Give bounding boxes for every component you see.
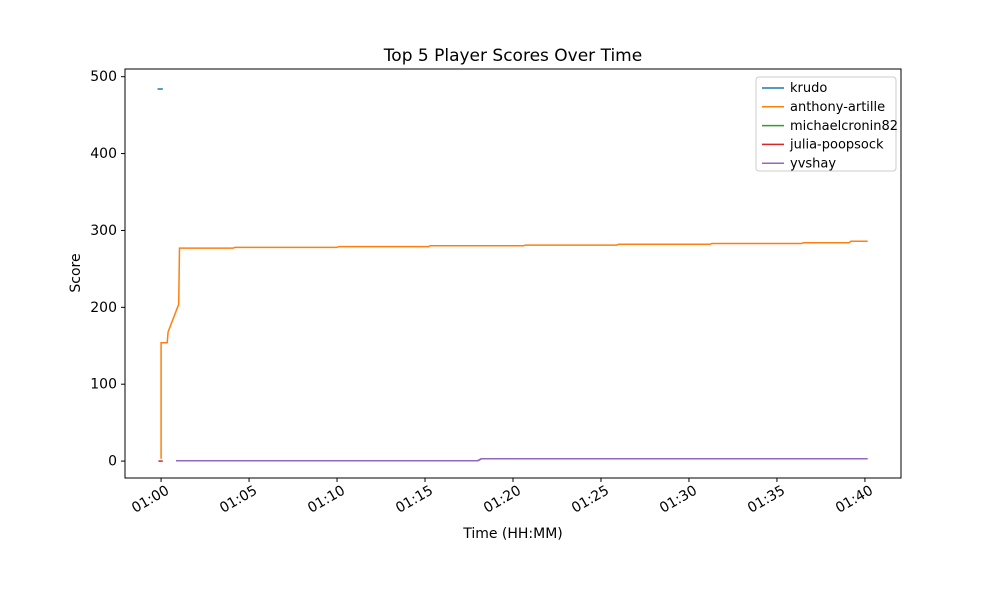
y-tick-label: 500	[90, 69, 117, 85]
x-axis-label: Time (HH:MM)	[462, 526, 563, 542]
legend-label: yvshay	[790, 156, 836, 171]
x-tick-label: 01:15	[393, 483, 436, 517]
series-line-yvshay	[176, 458, 868, 462]
legend-entry-anthony-artille: anthony-artille	[762, 100, 885, 115]
series-line-anthony-artille	[160, 240, 868, 459]
legend: krudo anthony-artille michaelcronin82 julia…	[755, 76, 898, 172]
x-tick-label: 01:40	[833, 483, 876, 517]
y-axis-label: Score	[68, 253, 84, 292]
legend-label: anthony-artille	[790, 100, 885, 115]
legend-entry-yvshay: yvshay	[762, 156, 836, 171]
legend-entry-krudo: krudo	[762, 81, 827, 96]
x-tick-label: 01:05	[217, 483, 260, 517]
x-tick-label: 01:20	[481, 483, 524, 517]
x-tick-label: 01:35	[745, 483, 788, 517]
series-layer	[157, 88, 868, 462]
y-tick-label: 300	[90, 223, 117, 239]
chart-title: Top 5 Player Scores Over Time	[383, 46, 642, 66]
legend-label: krudo	[790, 81, 827, 96]
legend-label: michaelcronin82	[790, 119, 898, 134]
y-tick-label: 0	[108, 454, 117, 470]
legend-label: julia-poopsock	[789, 138, 884, 153]
x-tick-label: 01:25	[569, 483, 612, 517]
y-tick-label: 200	[90, 300, 117, 316]
legend-entry-julia-poopsock: julia-poopsock	[762, 138, 884, 153]
y-tick-label: 400	[90, 146, 117, 162]
legend-entry-michaelcronin82: michaelcronin82	[762, 119, 898, 134]
x-tick-label: 01:10	[305, 483, 348, 517]
x-tick-label: 01:30	[657, 483, 700, 517]
y-tick-label: 100	[90, 377, 117, 393]
legend-box	[755, 76, 897, 172]
x-tick-label: 01:00	[129, 483, 172, 517]
